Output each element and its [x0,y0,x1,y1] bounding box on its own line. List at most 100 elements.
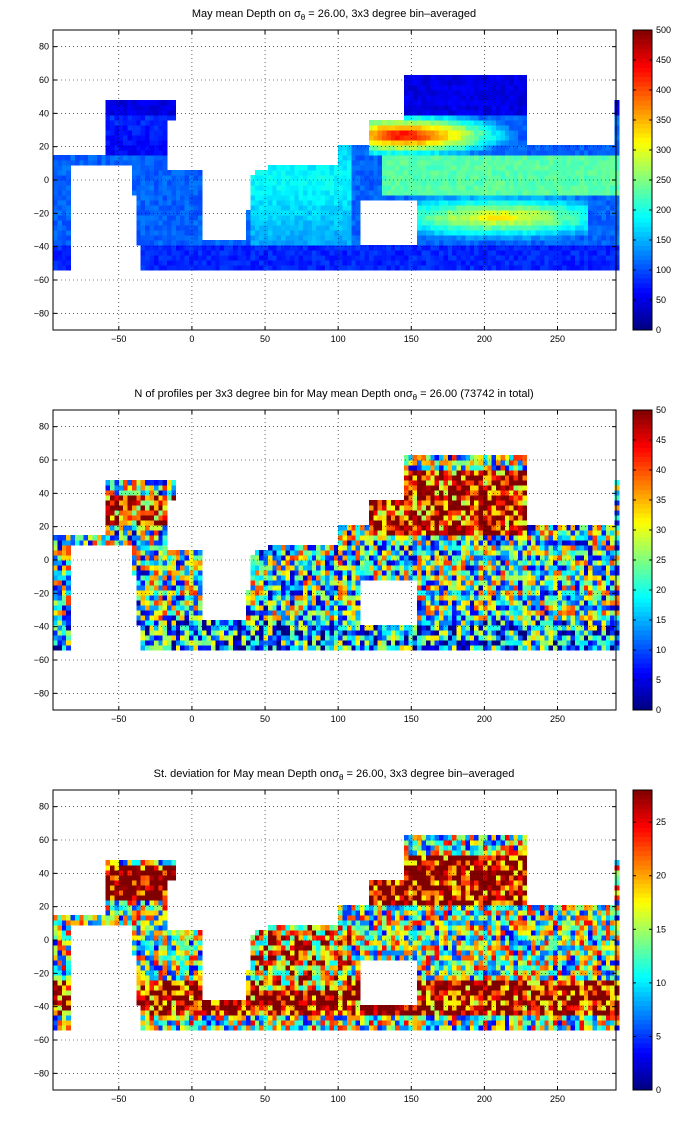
heatmap-cell [614,175,620,181]
heatmap-cell [588,145,594,151]
heatmap-cell [53,205,58,211]
heatmap-cell [184,180,190,186]
heatmap-cell [482,205,488,211]
heatmap-cell [254,190,260,196]
heatmap-cell [535,145,541,151]
heatmap-cell [425,225,431,231]
colorbar-band [633,156,652,162]
heatmap-cell [465,170,471,176]
heatmap-cell [250,185,256,191]
heatmap-cell [447,235,453,241]
heatmap-cell [465,265,471,271]
heatmap-cell [452,115,458,121]
heatmap-cell [443,620,449,626]
heatmap-cell [443,240,449,246]
heatmap-cell [447,580,453,586]
heatmap-cell [430,525,436,531]
heatmap-cell [136,525,142,531]
heatmap-cell [403,85,409,91]
heatmap-cell [171,570,177,576]
heatmap-cell [228,255,234,261]
heatmap-cell [303,565,308,571]
heatmap-cell [596,195,602,201]
heatmap-cell [417,605,422,611]
heatmap-cell [285,170,291,176]
heatmap-cell [487,125,493,131]
heatmap-cell [145,260,150,266]
heatmap-cell [417,485,422,491]
heatmap-cell [285,545,291,551]
heatmap-cell [342,145,348,151]
heatmap-cell [57,625,63,631]
heatmap-cell [131,480,137,486]
heatmap-cell [167,225,172,231]
heatmap-cell [500,260,506,266]
heatmap-cell [513,105,519,111]
heatmap-cell [526,225,532,231]
heatmap-cell [180,215,186,221]
heatmap-cell [421,635,427,641]
heatmap-cell [329,550,335,556]
heatmap-cell [110,480,115,486]
heatmap-cell [149,520,155,526]
heatmap-cell [267,605,273,611]
heatmap-cell [377,135,383,141]
heatmap-cell [588,180,594,186]
heatmap-cell [171,595,177,601]
heatmap-cell [364,170,370,176]
heatmap-cell [544,255,550,261]
heatmap-cell [518,160,523,166]
heatmap-cell [254,595,260,601]
heatmap-cell [390,565,396,571]
y-tick-label: −80 [34,308,49,318]
heatmap-cell [153,215,159,221]
heatmap-cell [614,170,620,176]
heatmap-cell [588,220,594,226]
heatmap-cell [338,235,343,241]
heatmap-cell [140,520,146,526]
heatmap-cell [145,200,150,206]
heatmap-cell [110,125,115,131]
heatmap-cell [425,165,431,171]
heatmap-cell [149,240,155,246]
heatmap-cell [188,225,194,231]
heatmap-cell [482,135,488,141]
heatmap-cell [153,180,159,186]
heatmap-cell [307,590,313,596]
heatmap-cell [434,125,440,131]
heatmap-cell [596,235,602,241]
heatmap-cell [105,505,111,511]
heatmap-cell [193,205,199,211]
heatmap-cell [303,600,308,606]
heatmap-cell [465,165,471,171]
heatmap-cell [417,90,422,96]
heatmap-cell [180,580,186,586]
heatmap-cell [500,160,506,166]
heatmap-cell [421,520,427,526]
heatmap-cell [316,215,322,221]
heatmap-cell [162,610,168,616]
heatmap-cell [390,525,396,531]
heatmap-cell [417,565,422,571]
heatmap-cell [425,580,431,586]
heatmap-cell [171,480,177,486]
heatmap-cell [421,235,427,241]
heatmap-cell [281,185,286,191]
heatmap-cell [430,225,436,231]
heatmap-cell [206,635,212,641]
heatmap-cell [403,510,409,516]
heatmap-cell [364,530,370,536]
heatmap-cell [460,180,466,186]
heatmap-cell [548,230,554,236]
heatmap-cell [382,515,387,521]
heatmap-cell [197,565,203,571]
heatmap-cell [118,505,124,511]
heatmap-cell [430,470,436,476]
heatmap-cell [355,155,361,161]
heatmap-cell [364,155,370,161]
heatmap-cell [430,130,436,136]
heatmap-cell [408,110,414,116]
heatmap-cell [553,230,558,236]
heatmap-cell [557,250,563,256]
heatmap-cell [566,165,572,171]
